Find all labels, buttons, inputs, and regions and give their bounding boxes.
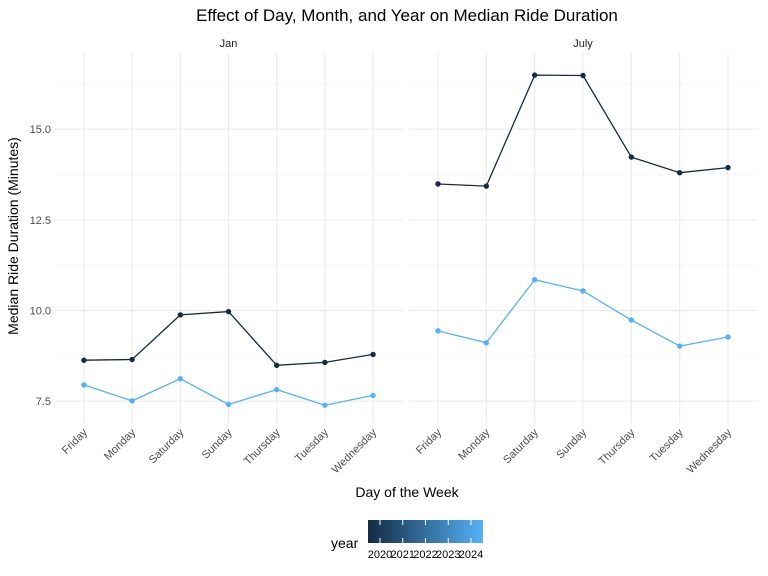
- data-point: [81, 357, 87, 363]
- legend-tick-label: 2021: [391, 549, 415, 561]
- x-tick-label: Wednesday: [330, 426, 380, 476]
- x-tick-label: Sunday: [200, 426, 235, 461]
- x-tick-label: Thursday: [242, 426, 283, 467]
- y-tick-label: 15.0: [30, 124, 51, 136]
- data-point: [725, 164, 731, 171]
- data-point: [531, 277, 538, 283]
- chart-title: Effect of Day, Month, and Year on Median…: [196, 6, 618, 25]
- y-tick-label: 12.5: [30, 215, 51, 227]
- legend-colorbar: [368, 520, 483, 543]
- data-point: [225, 308, 232, 315]
- x-tick-label: Tuesday: [293, 426, 331, 464]
- data-point: [628, 154, 635, 160]
- x-tick-label: Friday: [414, 426, 444, 456]
- data-point: [177, 312, 184, 318]
- legend-tick-label: 2023: [436, 549, 460, 561]
- data-point: [531, 72, 538, 78]
- data-point: [370, 392, 376, 399]
- data-point: [435, 328, 441, 334]
- data-point: [322, 359, 328, 366]
- x-axis-title: Day of the Week: [355, 484, 459, 500]
- facet-panel-july: July Friday Monday Saturday Sunday Thursday Tu…: [409, 38, 757, 476]
- data-point: [81, 382, 87, 388]
- x-tick-label: Wednesday: [685, 426, 735, 476]
- y-tick-label: 10.0: [30, 306, 51, 318]
- data-point: [676, 170, 683, 176]
- data-point: [370, 351, 376, 358]
- data-point: [725, 334, 731, 340]
- facet-panel-jan: Jan 7.5 10.0 12.5 15.0 Friday Monday Saturday Su…: [30, 38, 402, 476]
- data-point: [129, 356, 135, 363]
- data-point: [273, 362, 280, 369]
- data-point: [225, 401, 232, 408]
- data-point: [628, 317, 635, 323]
- x-tick-label: Saturday: [147, 426, 187, 466]
- data-point: [483, 340, 490, 346]
- data-point: [435, 181, 441, 187]
- data-point: [483, 183, 490, 189]
- data-point: [580, 288, 586, 294]
- legend-title: year: [331, 535, 359, 551]
- data-point: [273, 386, 280, 393]
- legend-tick-label: 2024: [459, 549, 483, 561]
- facet-strip-label: July: [573, 38, 593, 50]
- y-axis-title: Median Ride Duration (Minutes): [5, 137, 21, 335]
- facet-strip-label: Jan: [220, 38, 238, 50]
- data-point: [129, 398, 135, 404]
- data-point: [322, 402, 328, 408]
- data-point: [676, 343, 683, 349]
- x-tick-label: Monday: [456, 426, 493, 463]
- x-tick-label: Monday: [102, 426, 139, 463]
- x-tick-label: Tuesday: [648, 426, 686, 464]
- data-point: [177, 376, 184, 382]
- legend-tick-label: 2020: [368, 549, 392, 561]
- x-tick-label: Thursday: [597, 426, 638, 467]
- x-tick-label: Saturday: [501, 426, 541, 466]
- x-tick-label: Friday: [60, 426, 90, 456]
- data-point: [580, 72, 586, 79]
- y-tick-label: 7.5: [36, 396, 51, 408]
- legend-tick-label: 2022: [413, 549, 437, 561]
- x-tick-label: Sunday: [554, 426, 589, 461]
